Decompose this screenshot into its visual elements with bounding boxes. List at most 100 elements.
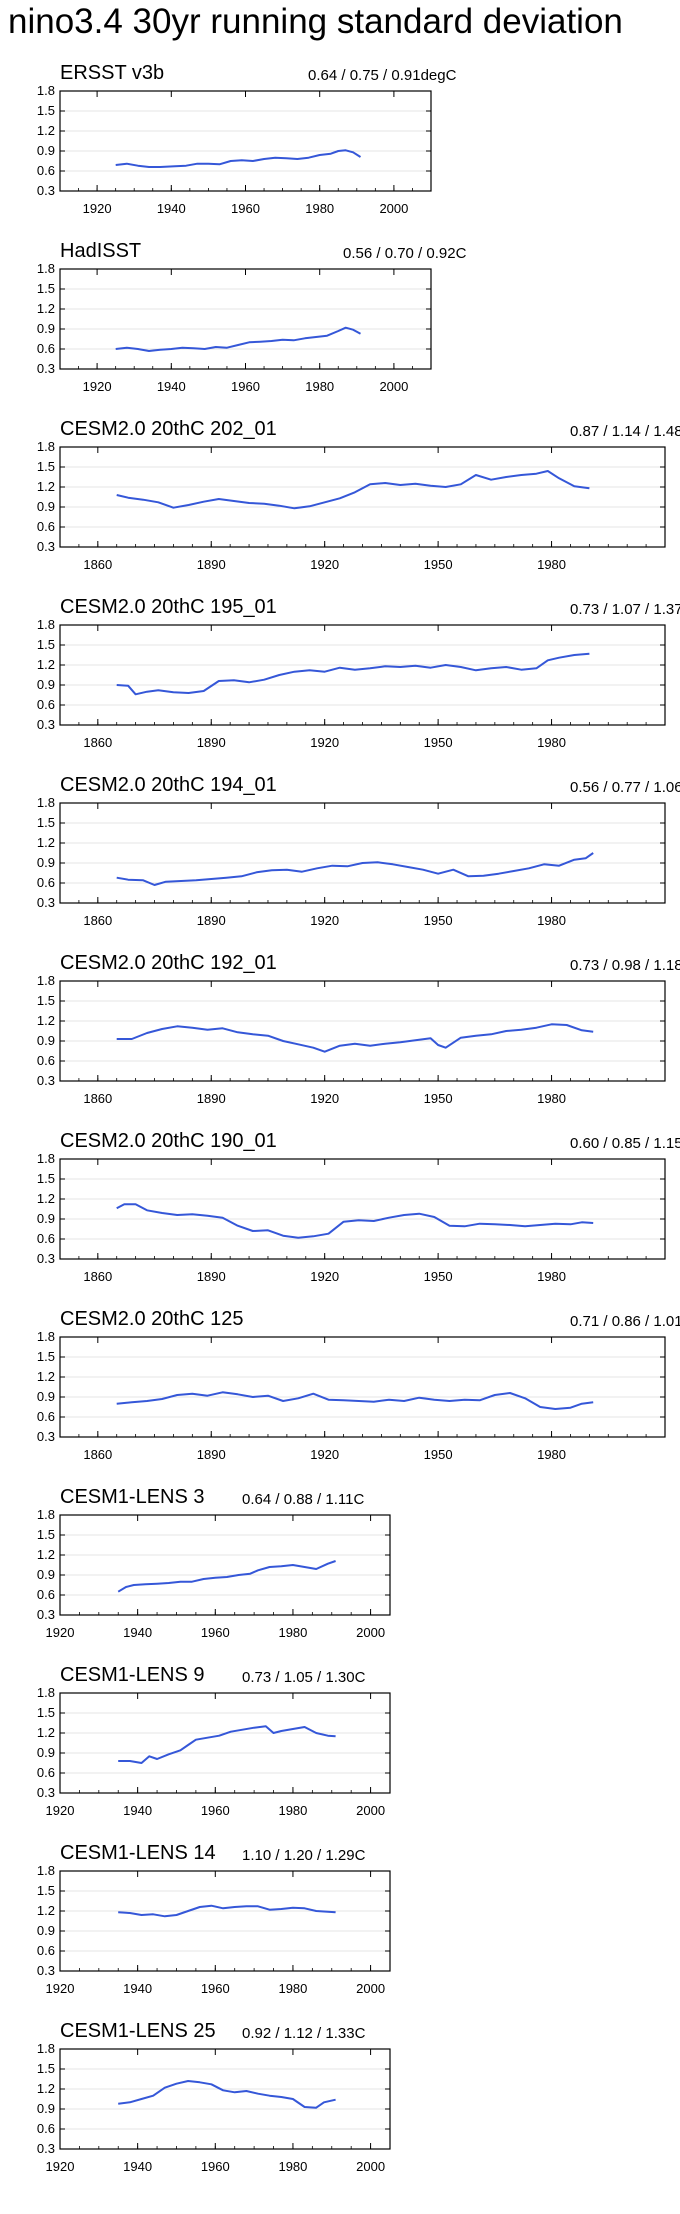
panel-title: CESM2.0 20thC 192_01 <box>60 952 277 974</box>
x-tick-label: 1860 <box>83 1091 112 1106</box>
x-tick-label: 1980 <box>278 1803 307 1818</box>
plot-frame <box>59 1514 391 1616</box>
y-tick-label: 1.8 <box>37 617 55 632</box>
y-tick-label: 1.2 <box>37 1547 55 1562</box>
chart-panel: CESM2.0 20thC 202_01 0.87 / 1.14 / 1.48C 0… <box>0 419 680 594</box>
x-tick-label: 2000 <box>356 1803 385 1818</box>
x-tick-label: 1960 <box>201 2159 230 2174</box>
x-tick-label: 1950 <box>424 1447 453 1462</box>
x-tick-label: 1960 <box>201 1803 230 1818</box>
panel-title: CESM2.0 20thC 194_01 <box>60 774 277 796</box>
panel-stats: 0.64 / 0.75 / 0.91degC <box>308 67 457 84</box>
x-tick-label: 2000 <box>356 1981 385 1996</box>
x-tick-label: 2000 <box>379 201 408 216</box>
y-tick-label: 1.5 <box>37 1527 55 1542</box>
series-line <box>118 1904 336 1918</box>
plot-frame <box>59 2048 391 2150</box>
chart-svg: 0.3 0.6 0.9 1.2 1.5 1.8 1920 1940 1960 1980 2000 <box>37 2041 391 2174</box>
y-tick-label: 1.2 <box>37 2081 55 2096</box>
series-line <box>116 1391 594 1410</box>
x-tick-label: 1920 <box>310 735 339 750</box>
y-tick-label: 1.8 <box>37 1863 55 1878</box>
panel-stats: 0.73 / 1.05 / 1.30C <box>242 1669 366 1686</box>
y-tick-label: 1.5 <box>37 459 55 474</box>
panel-stats: 0.73 / 1.07 / 1.37C <box>570 601 680 618</box>
chart-panel: CESM1-LENS 14 1.10 / 1.20 / 1.29C 0.3 0.6 0.… <box>0 1843 680 2018</box>
panel-stats: 0.60 / 0.85 / 1.15C <box>570 1135 680 1152</box>
y-tick-label: 0.6 <box>37 519 55 534</box>
x-tick-label: 1950 <box>424 557 453 572</box>
y-tick-label: 1.2 <box>37 1191 55 1206</box>
y-tick-label: 0.6 <box>37 163 55 178</box>
y-tick-label: 0.6 <box>37 1765 55 1780</box>
x-tick-label: 1980 <box>278 2159 307 2174</box>
x-tick-label: 1890 <box>197 1447 226 1462</box>
plot-frame <box>59 268 432 370</box>
chart-svg: 0.3 0.6 0.9 1.2 1.5 1.8 1860 1890 1920 1950 1980 <box>37 439 666 572</box>
y-tick-label: 0.6 <box>37 697 55 712</box>
x-tick-label: 1940 <box>123 1803 152 1818</box>
chart-panel: CESM2.0 20thC 190_010.60 / 0.85 / 1.15C0… <box>0 1131 680 1306</box>
x-tick-label: 1890 <box>197 735 226 750</box>
panel-stats: 0.56 / 0.70 / 0.92C <box>343 245 467 262</box>
y-tick-label: 1.2 <box>37 1725 55 1740</box>
y-tick-label: 0.9 <box>37 143 55 158</box>
y-tick-label: 0.3 <box>37 1073 55 1088</box>
y-tick-label: 1.8 <box>37 261 55 276</box>
y-tick-label: 1.2 <box>37 1013 55 1028</box>
y-tick-label: 1.2 <box>37 1903 55 1918</box>
y-tick-label: 1.2 <box>37 1369 55 1384</box>
y-tick-label: 0.6 <box>37 2121 55 2136</box>
series-line <box>116 652 590 696</box>
y-tick-label: 0.3 <box>37 717 55 732</box>
x-tick-label: 1980 <box>305 379 334 394</box>
y-tick-label: 1.5 <box>37 1883 55 1898</box>
x-tick-label: 1980 <box>537 735 566 750</box>
chart-panel: CESM2.0 20thC 195_010.73 / 1.07 / 1.37C0… <box>0 597 680 772</box>
chart-svg: 0.3 0.6 0.9 1.2 1.5 1.8 1920 1940 1960 1980 2000 <box>37 1685 391 1818</box>
x-tick-label: 1980 <box>305 201 334 216</box>
y-tick-label: 0.6 <box>37 1409 55 1424</box>
x-tick-label: 1890 <box>197 1269 226 1284</box>
y-tick-label: 1.8 <box>37 795 55 810</box>
chart-svg: 0.3 0.6 0.9 1.2 1.5 1.8 1860 1890 1920 1950 1980 <box>37 1151 666 1284</box>
y-tick-label: 1.5 <box>37 2061 55 2076</box>
x-tick-label: 1960 <box>201 1981 230 1996</box>
y-tick-label: 1.5 <box>37 1705 55 1720</box>
panel-title: CESM2.0 20thC 202_01 <box>60 418 277 440</box>
panel-stats: 0.56 / 0.77 / 1.06C <box>570 779 680 796</box>
x-tick-label: 1860 <box>83 735 112 750</box>
x-tick-label: 1950 <box>424 1091 453 1106</box>
x-tick-label: 1890 <box>197 557 226 572</box>
x-tick-label: 1940 <box>123 1981 152 1996</box>
x-tick-label: 1920 <box>46 2159 75 2174</box>
x-tick-label: 2000 <box>356 2159 385 2174</box>
chart-svg: 0.3 0.6 0.9 1.2 1.5 1.8 1860 1890 1920 1950 1980 <box>37 617 666 750</box>
series-line <box>117 1560 336 1593</box>
x-tick-label: 1960 <box>201 1625 230 1640</box>
y-tick-label: 0.3 <box>37 1429 55 1444</box>
x-tick-label: 1980 <box>537 557 566 572</box>
y-tick-label: 1.8 <box>37 83 55 98</box>
series-line <box>115 149 362 168</box>
y-tick-label: 1.5 <box>37 281 55 296</box>
panel-title: CESM2.0 20thC 190_01 <box>60 1130 277 1152</box>
x-tick-label: 1980 <box>278 1981 307 1996</box>
y-tick-label: 0.3 <box>37 1251 55 1266</box>
chart-panel: CESM1-LENS 25 0.92 / 1.12 / 1.33C 0.3 0.6 0.… <box>0 2021 680 2196</box>
panel-stats: 0.71 / 0.86 / 1.01C <box>570 1313 680 1330</box>
x-tick-label: 1920 <box>310 557 339 572</box>
panel-stats: 0.64 / 0.88 / 1.11C <box>242 1491 365 1508</box>
chart-panel: HadISST 0.56 / 0.70 / 0.92C 0.3 0.6 0.9 1.2 1.… <box>0 241 680 416</box>
plot-frame <box>59 90 432 192</box>
plot-frame <box>59 980 666 1082</box>
x-tick-label: 2000 <box>356 1625 385 1640</box>
series-line <box>116 852 594 886</box>
y-tick-label: 1.8 <box>37 2041 55 2056</box>
panel-stats: 0.87 / 1.14 / 1.48C <box>570 423 680 440</box>
y-tick-label: 0.6 <box>37 875 55 890</box>
chart-svg: 0.3 0.6 0.9 1.2 1.5 1.8 1860 1890 1920 1950 1980 <box>37 795 666 928</box>
panel-title: ERSST v3b <box>60 62 165 84</box>
plot-frame <box>59 446 666 548</box>
